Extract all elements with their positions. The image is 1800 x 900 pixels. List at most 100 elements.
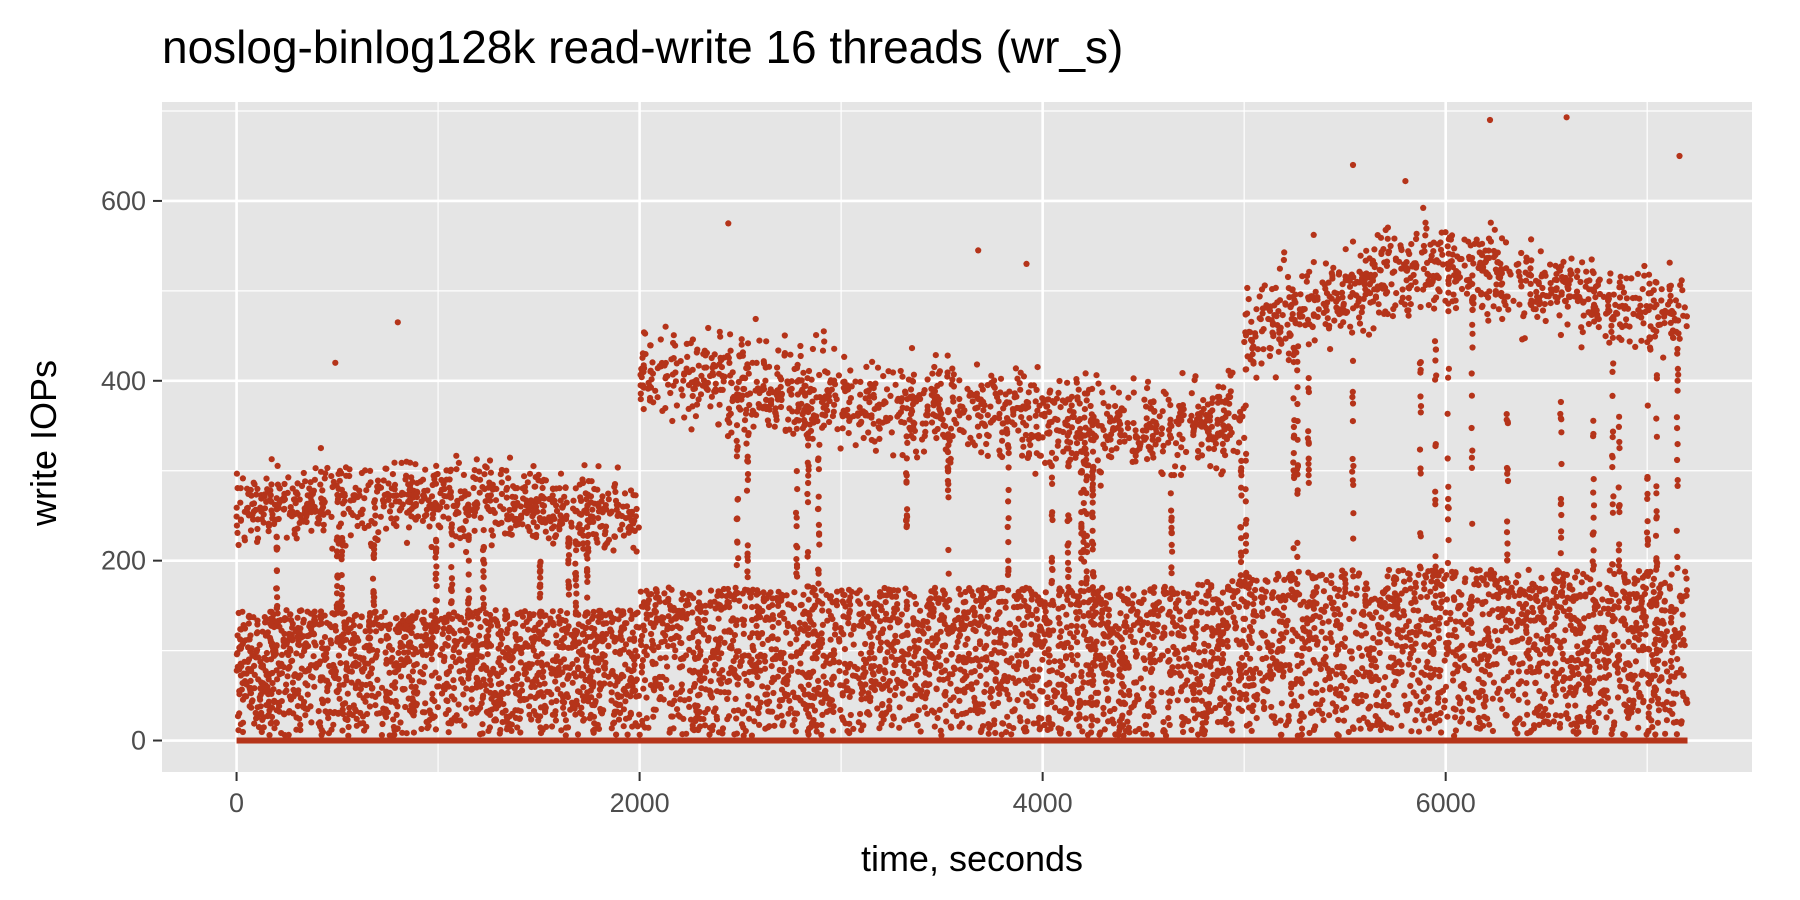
data-point [709,624,717,632]
data-point [1551,585,1559,592]
data-point [324,645,331,652]
data-point [1663,628,1670,635]
data-point [1175,663,1182,670]
data-point [343,660,350,667]
data-point [537,713,544,720]
data-point [344,716,351,724]
data-point [854,665,861,673]
data-point [1679,689,1686,696]
data-point [1231,600,1238,608]
data-point [1083,662,1090,669]
data-point [281,617,288,624]
data-point [740,630,747,638]
data-point [1655,707,1662,714]
data-point [1139,622,1146,629]
data-point [1367,725,1374,732]
data-point [1338,683,1345,690]
data-point [423,652,430,659]
data-point [977,672,984,680]
data-point [469,704,476,711]
data-point [875,667,883,675]
data-point [939,596,946,603]
data-point [1298,680,1305,687]
data-point [1635,568,1643,575]
data-point [512,682,519,689]
data-point [239,719,247,726]
data-point [950,708,957,715]
data-point [421,608,428,616]
data-point [465,675,472,682]
data-point [938,732,945,739]
data-point [1364,585,1371,592]
data-point [1654,719,1661,726]
data-point [1574,714,1581,721]
data-point [622,620,629,627]
data-point [871,600,879,607]
data-point [557,608,564,615]
data-points [233,114,1691,744]
data-point [1202,719,1209,726]
data-point [818,721,825,729]
data-point [1372,609,1380,616]
data-point [1018,647,1025,654]
data-point [701,722,709,729]
data-point [1566,675,1574,682]
data-point [321,612,328,619]
data-point [1513,623,1520,630]
data-point [932,595,939,602]
data-point [1289,594,1296,601]
data-point [1370,635,1377,642]
data-point [971,609,978,616]
data-point [1038,643,1045,650]
data-point [359,713,367,720]
data-point [602,612,609,619]
data-point [691,667,698,675]
data-point [712,661,719,668]
data-point [1038,688,1045,695]
data-point [805,681,812,689]
data-point [1201,727,1208,735]
data-point [1226,681,1233,688]
data-point [978,587,985,594]
data-point [1406,571,1413,578]
data-point [595,618,602,626]
data-point [1527,664,1534,671]
data-point [656,696,663,703]
data-point [495,659,502,666]
data-point [819,699,826,707]
data-point [1635,724,1642,731]
data-point [797,660,804,667]
data-point [1037,623,1044,630]
data-point [746,715,753,722]
data-point [356,691,363,699]
data-point [1105,612,1112,619]
data-point [1633,623,1640,630]
data-point [1607,587,1614,594]
data-point [973,679,980,686]
data-point [791,625,798,632]
data-point [1368,614,1375,621]
data-point [555,664,562,672]
data-point [1382,605,1389,612]
data-point [1603,674,1610,681]
data-point [561,711,568,718]
data-point [1408,728,1415,735]
data-point [1045,716,1052,724]
data-point [1447,616,1454,623]
data-point [753,622,760,630]
data-point [1133,692,1141,699]
data-point [467,636,475,643]
data-point [1101,726,1108,733]
data-point [590,608,597,615]
data-point [1156,607,1164,614]
data-point [1092,655,1099,662]
data-point [857,600,864,607]
data-point [1670,690,1677,697]
data-point [950,664,958,671]
data-point [776,703,783,710]
data-point [1231,688,1238,695]
data-point [1631,643,1638,650]
data-point [1130,592,1137,599]
data-point [1326,712,1333,719]
data-point [1645,710,1652,717]
